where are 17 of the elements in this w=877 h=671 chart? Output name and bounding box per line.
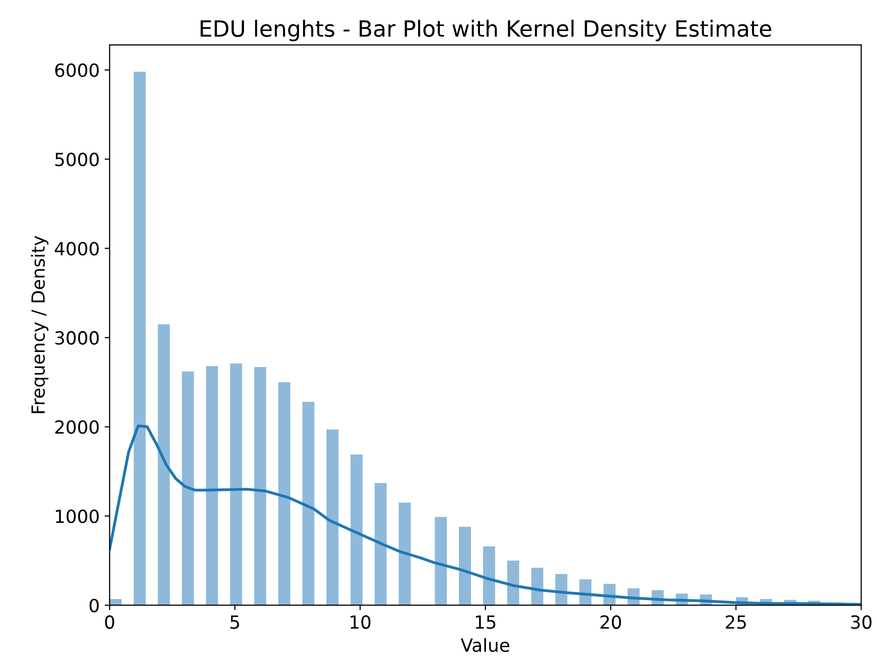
x-tick-label: 30 bbox=[851, 615, 872, 629]
x-tick-label: 10 bbox=[350, 615, 370, 629]
x-tick-label: 20 bbox=[600, 615, 621, 629]
y-tick-label: 0 bbox=[90, 598, 99, 612]
chart-title: EDU lenghts - Bar Plot with Kernel Density Estimate bbox=[200, 20, 772, 42]
x-tick-label: 0 bbox=[105, 615, 114, 629]
y-tick-label: 5000 bbox=[55, 152, 99, 166]
y-tick-label: 3000 bbox=[55, 331, 99, 345]
x-axis-title: Value bbox=[460, 638, 510, 652]
x-tick-label: 15 bbox=[476, 616, 496, 629]
x-tick-label: 5 bbox=[230, 616, 240, 629]
y-axis-title: Frequency / Density bbox=[30, 236, 48, 414]
y-tick-label: 1000 bbox=[56, 509, 99, 524]
x-tick-label: 25 bbox=[726, 615, 746, 629]
y-tick-label: 6000 bbox=[55, 63, 99, 78]
y-tick-label: 4000 bbox=[54, 242, 99, 256]
y-tick-label: 2000 bbox=[55, 420, 99, 434]
